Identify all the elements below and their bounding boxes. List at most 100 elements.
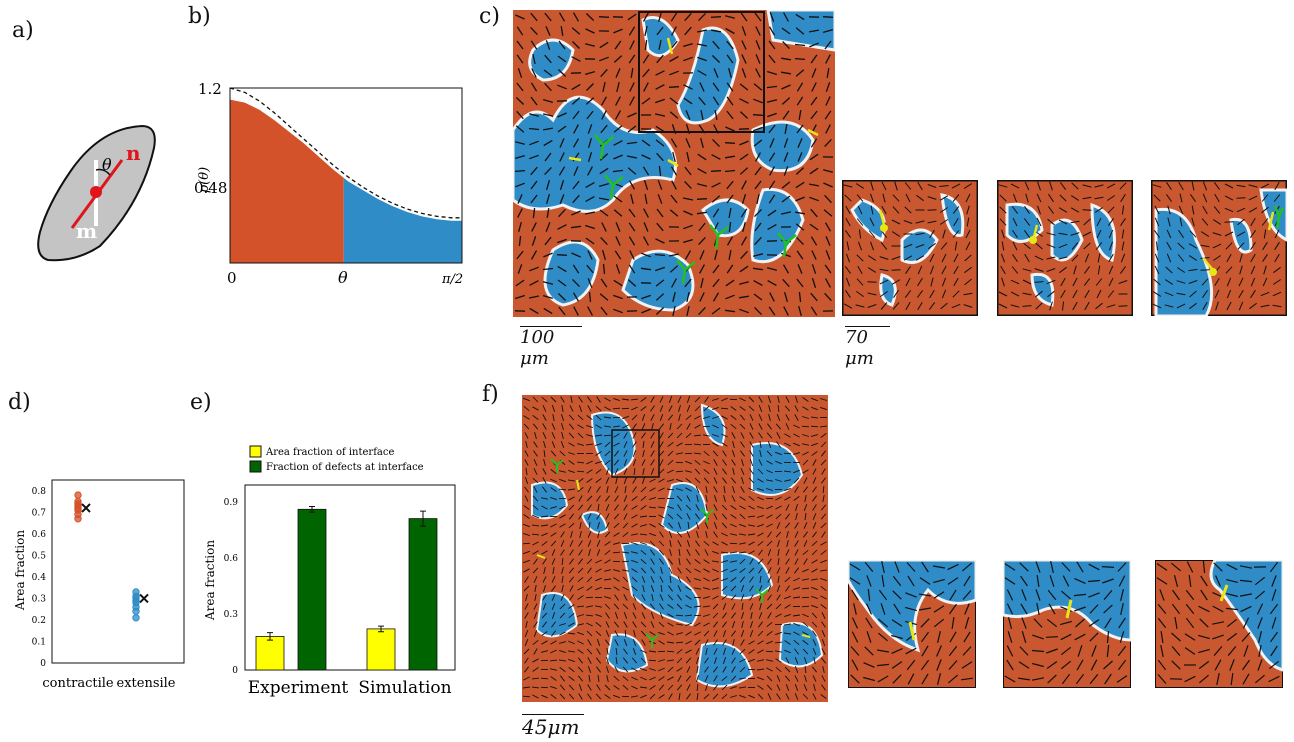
director-segment — [780, 71, 792, 75]
director-segment — [550, 540, 557, 547]
director-segment — [694, 622, 701, 627]
director-segment — [1047, 290, 1055, 298]
director-segment — [1071, 254, 1079, 262]
director-segment — [795, 196, 805, 202]
director-segment — [621, 560, 630, 563]
director-segment — [596, 666, 601, 673]
director-segment — [758, 459, 763, 466]
director-segment — [949, 589, 957, 601]
director-segment — [523, 423, 530, 430]
director-segment — [1179, 193, 1183, 203]
director-segment — [804, 495, 807, 502]
director-segment — [675, 470, 684, 473]
director-segment — [667, 450, 674, 457]
director-segment — [1225, 607, 1239, 611]
director-segment — [568, 684, 575, 691]
director-segment — [696, 656, 699, 665]
director-segment — [667, 432, 674, 439]
director-segment — [623, 513, 628, 520]
director-segment — [568, 432, 575, 439]
director-segment — [712, 693, 719, 700]
director-segment — [596, 549, 601, 556]
director-segment — [812, 468, 817, 475]
director-segment — [740, 585, 745, 592]
director-segment — [572, 138, 580, 148]
m-label: m — [76, 219, 97, 243]
director-segment — [545, 40, 551, 50]
director-segment — [1215, 301, 1219, 311]
director-segment — [1239, 565, 1253, 569]
director-segment — [695, 522, 700, 529]
director-segment — [940, 302, 948, 310]
director-segment — [675, 614, 684, 617]
director-segment — [641, 252, 651, 258]
director-segment — [1250, 217, 1256, 227]
director-segment — [572, 264, 580, 274]
director-segment — [1198, 605, 1210, 613]
director-segment — [758, 549, 763, 556]
director-segment — [921, 673, 929, 685]
director-segment — [767, 267, 777, 271]
director-segment — [659, 603, 664, 610]
director-segment — [587, 166, 593, 176]
director-segment — [748, 694, 755, 699]
director-segment — [649, 693, 656, 700]
director-segment — [892, 674, 902, 684]
director-segment — [551, 549, 556, 556]
director-segment — [542, 621, 547, 628]
director-segment — [1255, 590, 1265, 600]
x-tick-end: π/2 — [441, 272, 463, 287]
director-segment — [623, 648, 628, 655]
director-segment — [695, 540, 700, 547]
director-segment — [641, 139, 651, 147]
error-bar — [378, 625, 384, 633]
director-segment — [904, 290, 912, 298]
director-segment — [768, 306, 776, 316]
extensile-domain — [590, 411, 636, 477]
director-segment — [601, 250, 607, 260]
director-segment — [532, 694, 539, 699]
director-segment — [525, 467, 528, 476]
director-segment — [963, 575, 971, 587]
director-segment — [785, 657, 790, 664]
director-segment — [1021, 617, 1027, 629]
director-segment — [797, 264, 803, 274]
director-segment — [1049, 575, 1055, 587]
director-segment — [1037, 205, 1041, 215]
director-segment — [568, 667, 575, 672]
director-segment — [1257, 617, 1263, 629]
panel-label-b: b) — [188, 4, 211, 29]
director-segment — [917, 265, 923, 275]
director-segment — [1271, 589, 1277, 601]
director-segment — [614, 468, 619, 475]
director-segment — [1046, 279, 1056, 285]
director-segment — [795, 512, 798, 521]
director-segment — [850, 674, 860, 684]
director-segment — [528, 295, 540, 299]
director-segment — [845, 253, 851, 263]
director-segment — [1202, 290, 1208, 298]
director-segment — [813, 683, 816, 692]
director-segment — [567, 479, 576, 482]
director-segment — [731, 666, 736, 673]
director-segment — [530, 180, 538, 190]
director-segment — [713, 513, 718, 520]
director-segment — [658, 667, 665, 672]
director-segment — [1007, 617, 1013, 629]
director-segment — [1120, 589, 1124, 601]
director-segment — [531, 524, 540, 527]
director-segment — [668, 396, 673, 403]
director-segment — [811, 406, 818, 411]
director-segment — [532, 541, 539, 546]
director-segment — [705, 486, 708, 493]
director-segment — [759, 441, 762, 448]
director-segment — [550, 469, 557, 474]
director-segment — [557, 55, 567, 63]
director-segment — [628, 208, 636, 218]
director-segment — [731, 648, 736, 655]
director-segment — [813, 657, 816, 664]
director-segment — [730, 585, 737, 592]
director-segment — [903, 243, 913, 249]
director-segment — [543, 307, 553, 315]
director-segment — [532, 423, 539, 430]
